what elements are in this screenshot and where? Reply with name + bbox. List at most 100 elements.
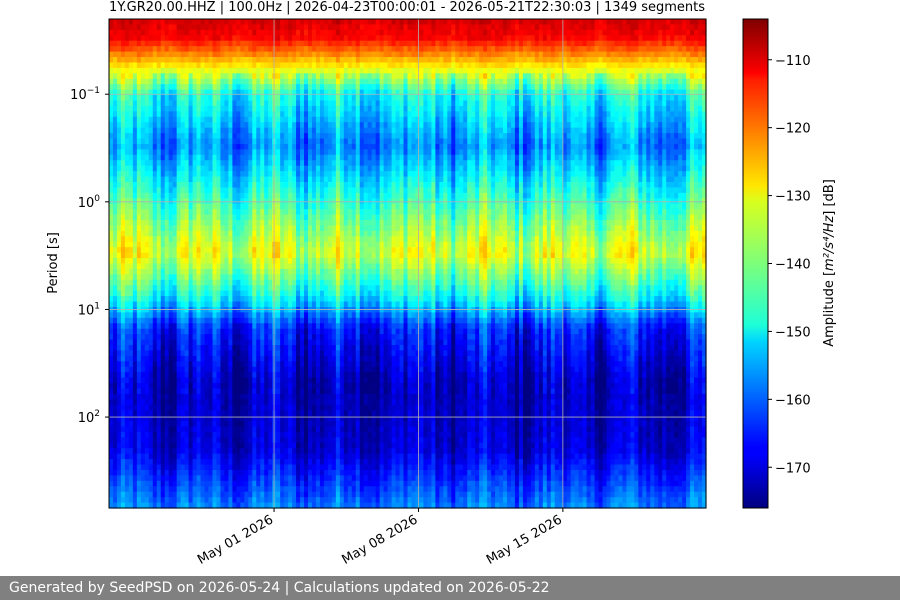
heatmap-cell <box>475 57 480 64</box>
heatmap-cell <box>112 73 118 80</box>
heatmap-cell <box>192 62 198 69</box>
heatmap-cell <box>152 89 158 96</box>
heatmap-cell <box>188 182 194 189</box>
heatmap-cell <box>232 105 237 112</box>
heatmap-cell <box>550 35 556 42</box>
heatmap-cell <box>570 51 576 58</box>
heatmap-cell <box>471 143 476 150</box>
heatmap-cell <box>327 67 333 74</box>
heatmap-cell <box>431 29 436 36</box>
heatmap-cell <box>148 149 154 156</box>
heatmap-cell <box>427 122 432 129</box>
heatmap-cell <box>351 192 357 199</box>
heatmap-cell <box>475 138 480 145</box>
heatmap-cell <box>618 46 624 53</box>
heatmap-cell <box>172 29 178 36</box>
heatmap-cell <box>407 105 413 112</box>
heatmap-cell <box>423 51 428 58</box>
heatmap-cell <box>642 192 647 199</box>
heatmap-cell <box>347 176 353 183</box>
heatmap-cell <box>562 176 568 183</box>
heatmap-cell <box>554 116 560 123</box>
heatmap-cell <box>463 19 468 26</box>
heatmap-cell <box>204 24 210 31</box>
heatmap-cell <box>124 46 130 53</box>
heatmap-cell <box>359 116 365 123</box>
heatmap-cell <box>192 198 198 205</box>
heatmap-cell <box>188 46 194 53</box>
heatmap-cell <box>387 100 393 107</box>
heatmap-cell <box>658 19 663 26</box>
heatmap-cell <box>232 149 237 156</box>
heatmap-cell <box>419 89 425 96</box>
heatmap-cell <box>582 51 588 58</box>
heatmap-cell <box>475 19 480 26</box>
heatmap-cell <box>439 111 444 118</box>
heatmap-cell <box>272 171 277 178</box>
heatmap-cell <box>391 165 397 172</box>
heatmap-cell <box>375 95 381 102</box>
heatmap-cell <box>431 176 436 183</box>
heatmap-cell <box>116 138 122 145</box>
heatmap-cell <box>128 122 134 129</box>
heatmap-cell <box>586 133 592 140</box>
heatmap-cell <box>598 111 604 118</box>
heatmap-cell <box>530 78 536 85</box>
heatmap-cell <box>292 78 297 85</box>
heatmap-cell <box>586 46 592 53</box>
heatmap-cell <box>510 122 516 129</box>
heatmap-cell <box>288 67 293 74</box>
heatmap-cell <box>232 138 237 145</box>
heatmap-cell <box>244 46 249 53</box>
heatmap-cell <box>335 143 341 150</box>
heatmap-cell <box>586 40 592 47</box>
heatmap-cell <box>395 51 401 58</box>
heatmap-cell <box>522 57 528 64</box>
heatmap-cell <box>570 67 576 74</box>
heatmap-cell <box>682 46 687 53</box>
heatmap-cell <box>292 160 297 167</box>
heatmap-cell <box>192 57 198 64</box>
heatmap-cell <box>602 62 608 69</box>
heatmap-cell <box>132 35 138 42</box>
heatmap-cell <box>654 127 659 134</box>
heatmap-cell <box>224 105 229 112</box>
heatmap-cell <box>343 29 349 36</box>
heatmap-cell <box>300 62 305 69</box>
heatmap-cell <box>284 84 289 91</box>
heatmap-cell <box>666 127 671 134</box>
heatmap-cell <box>335 62 341 69</box>
heatmap-cell <box>339 171 345 178</box>
heatmap-cell <box>514 122 520 129</box>
heatmap-cell <box>363 89 369 96</box>
heatmap-cell <box>208 149 214 156</box>
heatmap-cell <box>383 62 389 69</box>
heatmap-cell <box>367 84 373 91</box>
heatmap-cell <box>140 62 146 69</box>
heatmap-cell <box>280 192 285 199</box>
heatmap-cell <box>614 24 620 31</box>
heatmap-cell <box>152 198 158 205</box>
heatmap-cell <box>646 171 651 178</box>
heatmap-cell <box>503 62 508 69</box>
heatmap-cell <box>419 160 425 167</box>
heatmap-cell <box>268 111 273 118</box>
heatmap-cell <box>427 67 432 74</box>
heatmap-cell <box>618 67 624 74</box>
heatmap-cell <box>347 62 353 69</box>
heatmap-cell <box>415 51 421 58</box>
heatmap-cell <box>391 46 397 53</box>
heatmap-cell <box>694 165 699 172</box>
heatmap-cell <box>578 165 584 172</box>
heatmap-cell <box>116 46 122 53</box>
heatmap-cell <box>614 29 620 36</box>
heatmap-cell <box>686 138 691 145</box>
heatmap-cell <box>495 149 500 156</box>
heatmap-cell <box>260 198 265 205</box>
heatmap-cell <box>200 46 206 53</box>
heatmap-cell <box>260 105 265 112</box>
heatmap-cell <box>272 35 277 42</box>
heatmap-cell <box>363 171 369 178</box>
heatmap-cell <box>248 143 253 150</box>
heatmap-cell <box>244 57 249 64</box>
